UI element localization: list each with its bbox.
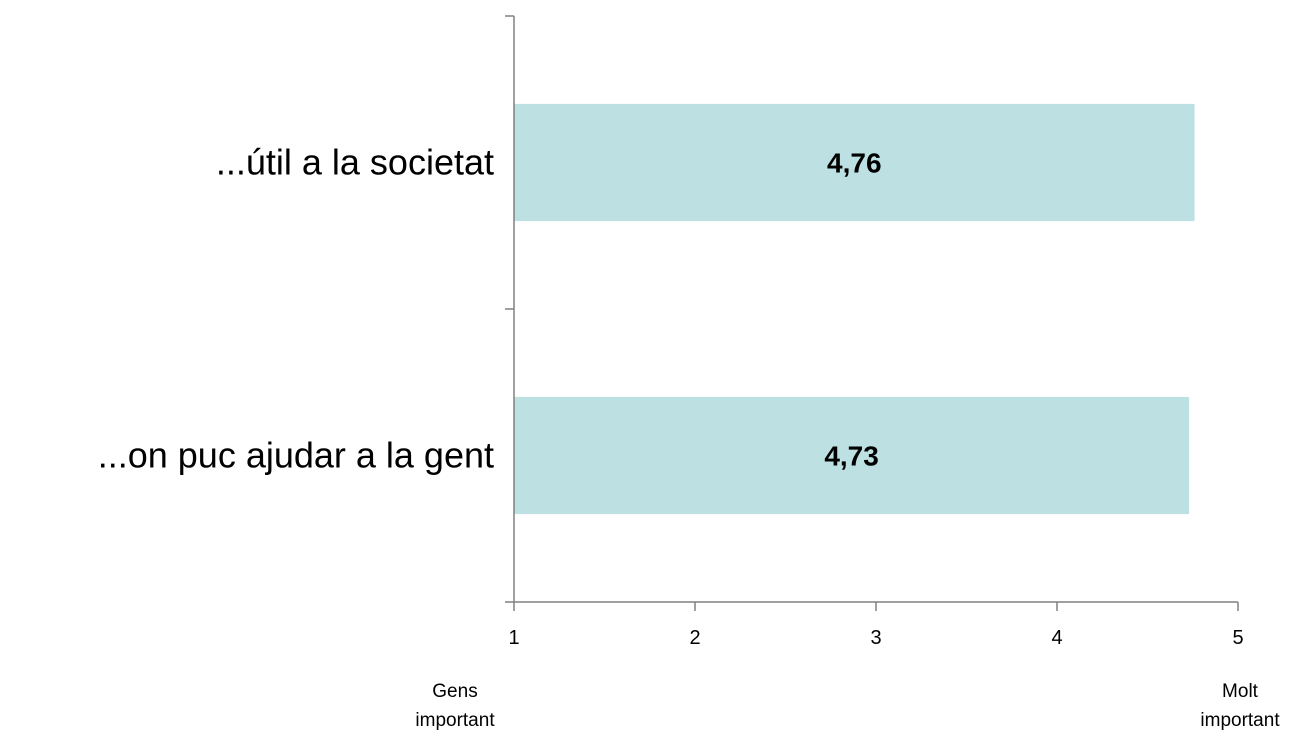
bar-value-label: 4,73 bbox=[824, 441, 879, 472]
axis-layer bbox=[505, 15, 1239, 611]
x-tick-label: 5 bbox=[1232, 627, 1243, 649]
bar-value-label: 4,76 bbox=[827, 148, 882, 179]
x-tick-label: 3 bbox=[870, 627, 881, 649]
bars-layer bbox=[514, 103, 1195, 515]
bar bbox=[514, 396, 1190, 515]
x-tick-label: 1 bbox=[508, 627, 519, 649]
category-label: ...útil a la societat bbox=[216, 142, 494, 183]
labels-layer: 4,76 ...útil a la societat 4,73 ...on puc a… bbox=[98, 142, 1244, 650]
high-anchor-line-1: Molt bbox=[1222, 681, 1259, 702]
scale-anchors: Gens important Molt important bbox=[415, 681, 1280, 731]
high-anchor-line-2: important bbox=[1200, 710, 1280, 731]
bar bbox=[514, 103, 1195, 222]
low-anchor-line-2: important bbox=[415, 710, 495, 731]
x-tick-label: 2 bbox=[689, 627, 700, 649]
category-label: ...on puc ajudar a la gent bbox=[98, 435, 494, 476]
low-anchor-line-1: Gens bbox=[432, 681, 477, 702]
x-tick-label: 4 bbox=[1051, 627, 1062, 649]
